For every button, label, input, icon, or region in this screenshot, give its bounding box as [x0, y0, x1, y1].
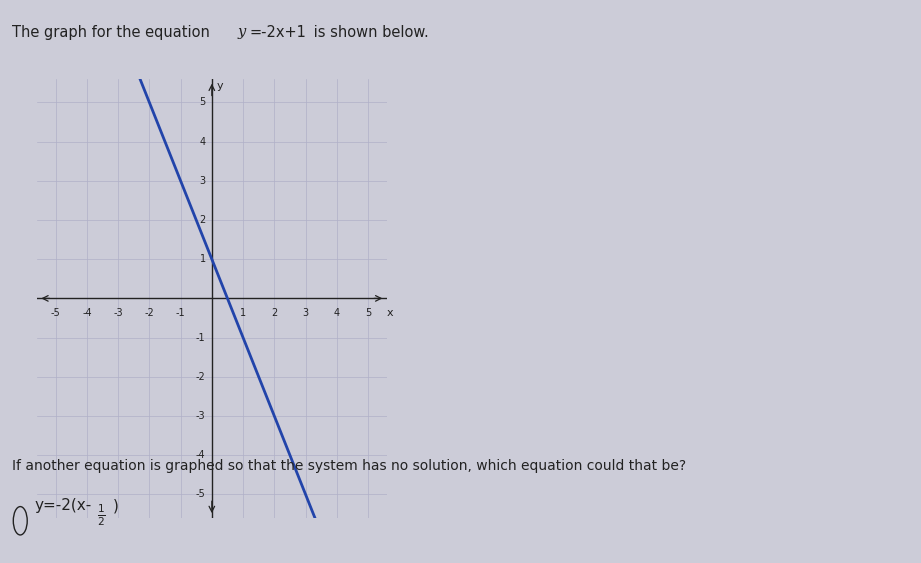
Text: 2: 2	[271, 308, 277, 318]
Text: -4: -4	[82, 308, 92, 318]
Text: 1: 1	[200, 254, 205, 264]
Text: =-2x+1: =-2x+1	[250, 25, 307, 41]
Text: -3: -3	[196, 411, 205, 421]
Text: y: y	[238, 25, 246, 39]
Text: 4: 4	[333, 308, 340, 318]
Text: ): )	[113, 498, 119, 513]
Text: 1: 1	[240, 308, 246, 318]
Text: -1: -1	[196, 333, 205, 343]
Text: -2: -2	[145, 308, 154, 318]
Text: 2: 2	[199, 215, 205, 225]
Text: x: x	[387, 308, 393, 318]
Text: y: y	[216, 81, 223, 91]
Text: 4: 4	[200, 137, 205, 146]
Text: -4: -4	[196, 450, 205, 460]
Text: $\frac{1}{2}$: $\frac{1}{2}$	[97, 502, 106, 528]
Text: The graph for the equation: The graph for the equation	[12, 25, 215, 41]
Text: -3: -3	[113, 308, 122, 318]
Text: 5: 5	[365, 308, 371, 318]
Text: 5: 5	[199, 97, 205, 108]
Text: If another equation is graphed so that the system has no solution, which equatio: If another equation is graphed so that t…	[12, 459, 686, 473]
Text: -5: -5	[196, 489, 205, 499]
Text: -2: -2	[196, 372, 205, 382]
Text: -5: -5	[51, 308, 61, 318]
Text: is shown below.: is shown below.	[309, 25, 428, 41]
Text: 3: 3	[200, 176, 205, 186]
Text: 3: 3	[302, 308, 309, 318]
Text: y=-2(x-: y=-2(x-	[35, 498, 92, 513]
Text: -1: -1	[176, 308, 185, 318]
